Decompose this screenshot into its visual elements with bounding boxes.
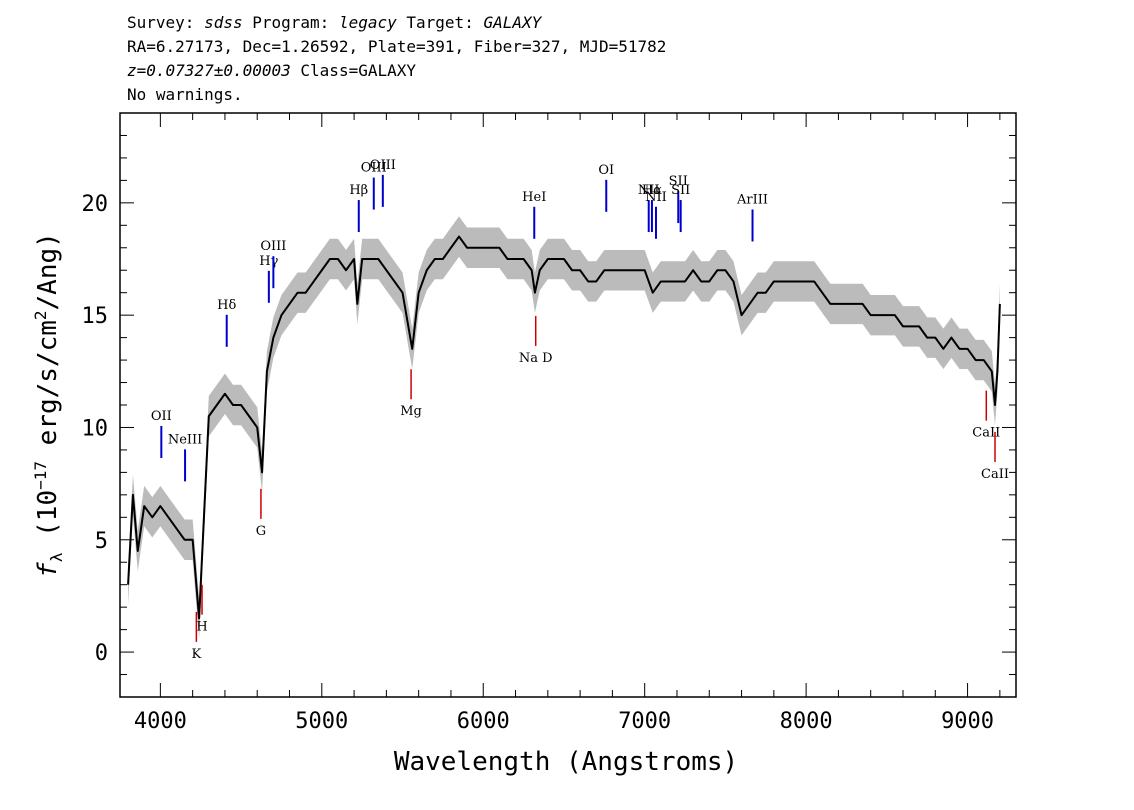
line-markers: OIINeIIIHδHγOIIIHβOIIIOIIIHeIOINIIHαNIIS… <box>151 158 1009 662</box>
emission-line-label: NeIII <box>168 432 202 447</box>
absorption-line-label: H <box>196 620 207 635</box>
header-line-3: z=0.07327±0.00003 Class=GALAXY <box>127 60 416 82</box>
survey-label: Survey: <box>127 13 195 32</box>
axis-ticks: 4000 5000 6000 7000 8000 9000 0 5 10 15 20 <box>82 113 1016 734</box>
y-axis-title: fλ (10−17 erg/s/cm2/Ang) <box>31 232 66 578</box>
absorption-line-label: G <box>256 524 266 539</box>
emission-line-label: OI <box>598 163 614 178</box>
absorption-line-label: CaII <box>981 467 1009 482</box>
program-value: legacy <box>338 13 397 32</box>
emission-line-label: Hα <box>642 183 662 198</box>
spectrum-line <box>127 235 1001 620</box>
x-tick-label: 4000 <box>134 709 187 734</box>
emission-line-label: Hδ <box>217 298 236 313</box>
header-line-4: No warnings. <box>127 85 243 104</box>
emission-line-label: SII <box>669 174 688 189</box>
y-tick-label: 20 <box>82 192 109 217</box>
survey-value: sdss <box>204 13 243 32</box>
emission-line-label: SII <box>671 183 690 198</box>
spectrum-polyline <box>127 235 1001 620</box>
absorption-line-label: CaII <box>972 426 1000 441</box>
emission-line-label: ArIII <box>736 192 768 207</box>
x-tick-label: 9000 <box>941 709 994 734</box>
x-tick-label: 5000 <box>295 709 348 734</box>
redshift-value: z=0.07327±0.00003 <box>127 61 291 80</box>
error-band <box>128 216 1000 639</box>
x-tick-label: 6000 <box>457 709 510 734</box>
emission-line-label: OIII <box>260 239 286 254</box>
x-tick-label: 8000 <box>780 709 833 734</box>
y-tick-label: 15 <box>82 304 109 329</box>
emission-line-label: HeI <box>522 190 546 205</box>
y-tick-label: 5 <box>95 529 108 554</box>
y-tick-label: 0 <box>95 641 108 666</box>
y-tick-label: 10 <box>82 416 109 441</box>
emission-line-label: Hβ <box>349 183 368 198</box>
target-value: GALAXY <box>483 13 542 32</box>
header-line-2: RA=6.27173, Dec=1.26592, Plate=391, Fibe… <box>127 37 667 56</box>
emission-line-label: OII <box>151 409 172 424</box>
emission-line-label: OIII <box>361 161 387 176</box>
x-axis-title: Wavelength (Angstroms) <box>394 747 738 777</box>
error-band-area <box>128 216 1000 639</box>
emission-line-label: OIII <box>370 158 396 173</box>
y-axis-sub: λ <box>47 552 66 562</box>
y-axis-rest: erg/s/cm <box>33 320 63 461</box>
y-axis-f: f <box>33 562 63 578</box>
absorption-line-label: Mg <box>400 404 422 419</box>
emission-line-label: Hγ <box>259 254 278 269</box>
program-label: Program: <box>252 13 330 32</box>
header-line-1: Survey: sdss Program: legacy Target: GAL… <box>127 12 541 34</box>
y-axis-end: /Ang) <box>33 232 63 310</box>
y-axis-exp2: 2 <box>31 310 50 320</box>
emission-line-label: NII <box>645 190 667 205</box>
emission-line-label: NII <box>638 183 660 198</box>
absorption-line-label: Na D <box>519 351 553 366</box>
class-value: Class=GALAXY <box>300 61 416 80</box>
absorption-line-label: K <box>192 647 202 662</box>
x-tick-label: 7000 <box>618 709 671 734</box>
y-axis-main: (10 <box>33 490 63 553</box>
target-label: Target: <box>406 13 474 32</box>
y-axis-exp: −17 <box>31 461 50 490</box>
